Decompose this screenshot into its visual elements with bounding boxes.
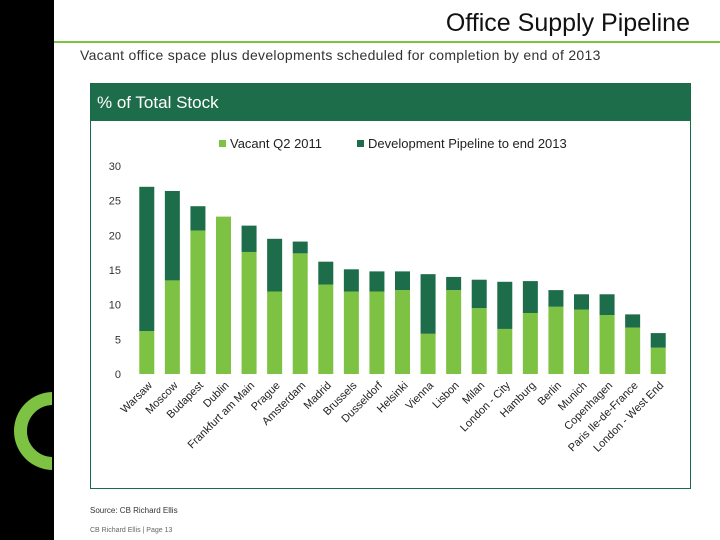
bar-pipeline <box>650 333 666 348</box>
bar-pipeline <box>599 294 615 316</box>
bar-vacant <box>522 312 538 374</box>
y-tick-label: 15 <box>109 265 121 277</box>
legend-label-1: Development Pipeline to end 2013 <box>368 136 567 151</box>
bar-pipeline <box>190 206 206 231</box>
bar-pipeline <box>164 190 180 281</box>
y-tick-label: 10 <box>109 300 121 312</box>
legend-swatch-0 <box>219 140 226 147</box>
bar-pipeline <box>267 238 283 292</box>
bar-pipeline <box>471 279 487 309</box>
bar-vacant <box>650 347 666 374</box>
slide-subtitle: Vacant office space plus developments sc… <box>80 47 601 63</box>
bar-vacant <box>497 328 513 374</box>
bar-pipeline <box>369 271 385 292</box>
bar-vacant <box>446 290 462 374</box>
bar-vacant <box>395 290 410 374</box>
y-tick-label: 20 <box>109 230 121 242</box>
bar-vacant <box>471 308 487 374</box>
bar-pipeline <box>292 241 308 254</box>
bar-vacant <box>164 280 180 374</box>
y-tick-label: 25 <box>109 196 121 208</box>
bar-pipeline <box>318 261 334 285</box>
legend-swatch-1 <box>357 140 364 147</box>
bar-vacant <box>216 216 231 374</box>
bar-pipeline <box>497 281 513 329</box>
bar-pipeline <box>343 269 359 292</box>
chart-panel: % of Total Stock Vacant Q2 2011 Developme… <box>90 83 691 489</box>
bar-vacant <box>369 291 385 374</box>
y-tick-label: 5 <box>115 334 121 346</box>
bar-pipeline <box>574 294 589 310</box>
bar-vacant <box>318 284 334 374</box>
bar-vacant <box>599 315 615 374</box>
x-tick-label: Vienna <box>404 379 437 412</box>
slide-title: Office Supply Pipeline <box>445 9 690 37</box>
bar-vacant <box>267 291 283 374</box>
bar-pipeline <box>522 281 538 313</box>
bar-vacant <box>625 327 641 374</box>
bar-vacant <box>241 251 257 374</box>
bar-vacant <box>139 331 155 374</box>
bar-pipeline <box>139 186 155 332</box>
bar-vacant <box>574 309 589 374</box>
y-tick-label: 30 <box>109 161 121 173</box>
bar-vacant <box>292 253 308 374</box>
bar-vacant <box>420 333 436 374</box>
bar-pipeline <box>446 276 462 291</box>
chart-title: % of Total Stock <box>91 84 690 121</box>
stacked-bar-chart: Vacant Q2 2011 Development Pipeline to en… <box>109 136 667 455</box>
title-divider <box>54 41 720 43</box>
bar-pipeline <box>625 314 641 328</box>
bar-vacant <box>548 306 564 374</box>
footer-page-label: CB Richard Ellis | Page 13 <box>90 527 173 534</box>
bar-vacant <box>343 291 359 374</box>
bar-pipeline <box>548 290 564 307</box>
bar-vacant <box>190 230 206 374</box>
source-note: Source: CB Richard Ellis <box>90 506 178 515</box>
bar-pipeline <box>420 274 436 334</box>
y-tick-label: 0 <box>115 369 121 381</box>
bar-pipeline <box>241 225 257 252</box>
x-tick-label: Lisbon <box>430 380 461 411</box>
bar-pipeline <box>395 271 410 291</box>
legend-label-0: Vacant Q2 2011 <box>230 136 322 151</box>
